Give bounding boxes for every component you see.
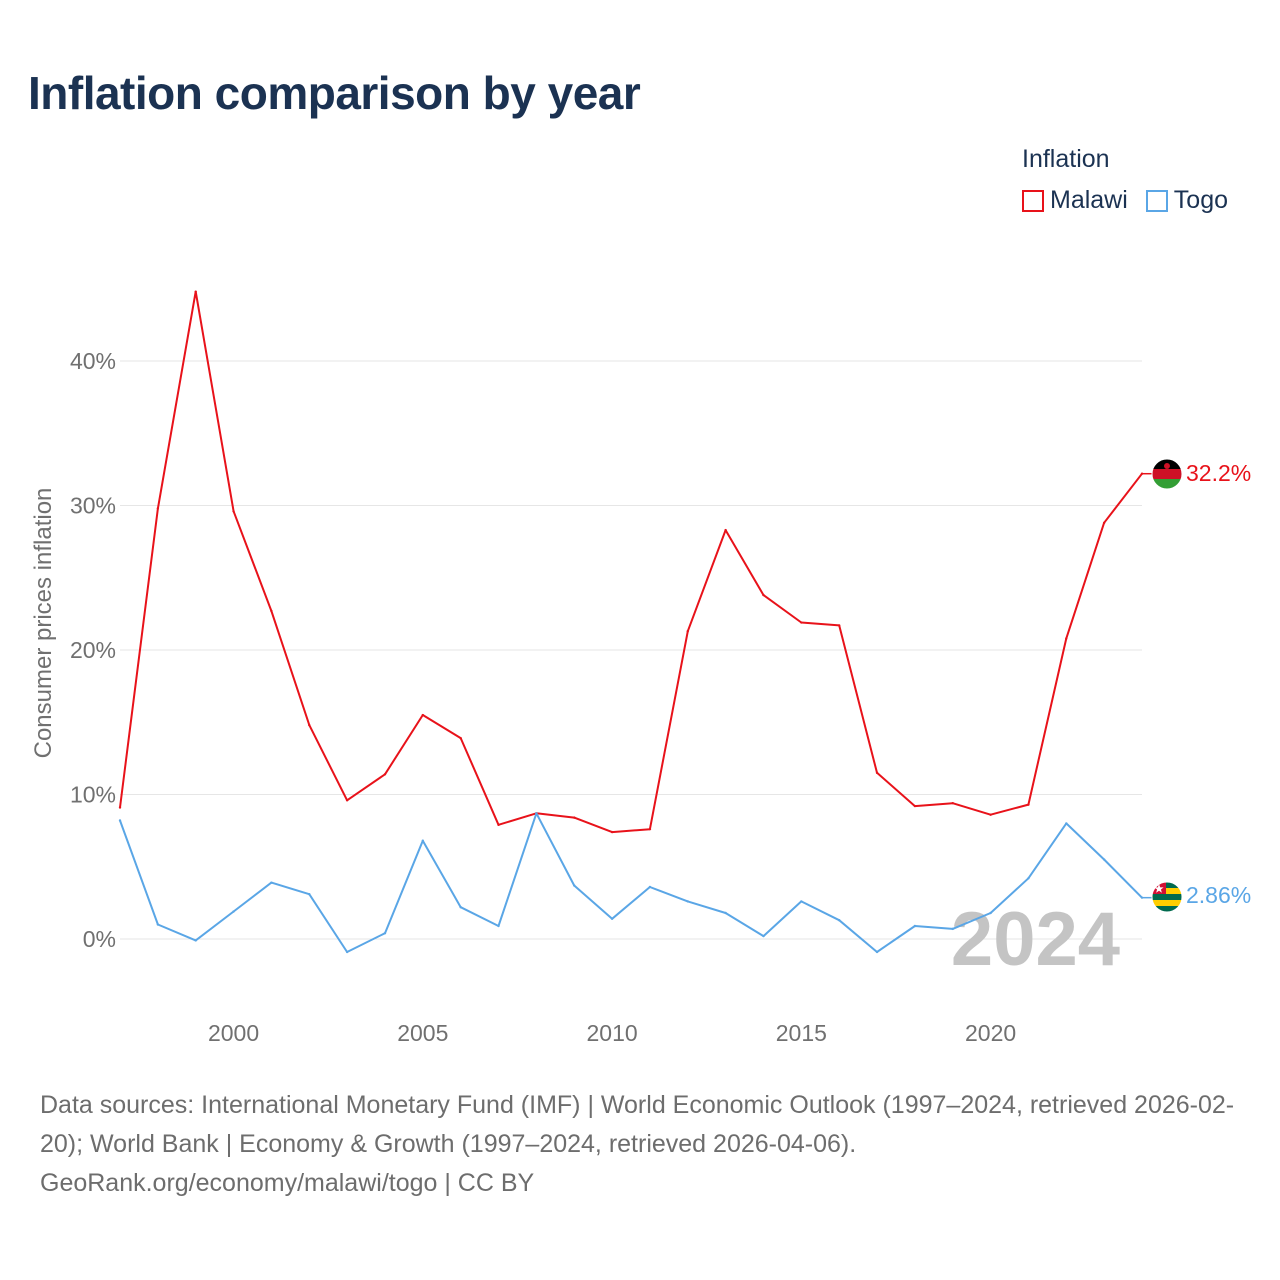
data-point-malawi — [232, 510, 235, 513]
legend: Malawi Togo — [1022, 186, 1228, 215]
data-point-togo — [800, 900, 803, 903]
y-axis-label: Consumer prices inflation — [30, 488, 57, 759]
legend-label-malawi: Malawi — [1050, 186, 1128, 214]
data-point-togo — [421, 839, 425, 842]
data-point-togo — [345, 950, 349, 954]
data-point-malawi — [686, 630, 689, 633]
series-line-togo — [119, 812, 1143, 953]
y-tick-label: 40% — [70, 348, 116, 374]
data-point-malawi — [875, 771, 879, 775]
chart-title: Inflation comparison by year — [28, 67, 641, 119]
x-axis-ticks: 2000 2005 2010 2015 2020 — [208, 1020, 1016, 1046]
data-point-malawi — [724, 528, 727, 532]
sources-link[interactable]: GeoRank.org/economy/malawi/togo | CC BY — [40, 1169, 535, 1197]
legend-title: Inflation — [1022, 145, 1110, 173]
data-point-malawi — [497, 823, 500, 827]
data-point-malawi — [1102, 521, 1106, 525]
data-point-malawi — [1140, 472, 1144, 475]
legend-swatch-togo — [1145, 189, 1168, 212]
data-point-malawi — [383, 773, 387, 776]
data-point-togo — [989, 911, 992, 915]
y-tick-label: 20% — [70, 637, 116, 663]
data-point-togo — [648, 885, 652, 889]
end-label-malawi: 32.2% — [1186, 460, 1251, 486]
end-label-togo: 2.86% — [1186, 882, 1251, 908]
data-point-togo — [232, 910, 235, 913]
legend-item-togo[interactable]: Togo — [1145, 186, 1229, 215]
legend-label-togo: Togo — [1173, 186, 1229, 214]
y-tick-label: 30% — [70, 493, 116, 519]
data-point-malawi — [194, 290, 197, 293]
data-point-togo — [270, 881, 273, 884]
x-tick-label: 2015 — [776, 1020, 827, 1046]
data-point-togo — [837, 919, 841, 922]
data-point-malawi — [421, 713, 425, 717]
x-tick-label: 2005 — [397, 1020, 448, 1046]
legend-swatch-malawi — [1022, 189, 1044, 212]
data-point-togo — [1102, 858, 1106, 861]
legend-item-malawi[interactable]: Malawi — [1022, 186, 1128, 215]
x-tick-label: 2000 — [208, 1020, 259, 1046]
data-sources: Data sources: International Monetary Fun… — [40, 1086, 1250, 1203]
data-point-togo — [459, 906, 462, 909]
data-point-malawi — [1027, 803, 1030, 806]
data-point-malawi — [118, 806, 122, 809]
data-point-togo — [686, 900, 689, 903]
series-line-malawi — [119, 290, 1143, 834]
data-point-togo — [194, 939, 197, 942]
data-point-malawi — [989, 813, 992, 816]
malawi-flag-border — [1151, 458, 1183, 490]
data-point-togo — [913, 924, 917, 928]
data-point-togo — [497, 924, 500, 928]
data-point-malawi — [951, 801, 954, 805]
data-point-togo — [875, 950, 879, 954]
data-point-togo — [610, 917, 614, 920]
data-point-malawi — [345, 799, 349, 802]
data-point-togo — [535, 812, 538, 815]
data-point-togo — [1065, 822, 1068, 825]
data-point-malawi — [308, 723, 311, 727]
x-tick-label: 2010 — [586, 1020, 637, 1046]
data-point-malawi — [270, 609, 273, 613]
data-point-malawi — [648, 827, 652, 831]
data-point-malawi — [800, 621, 803, 624]
data-point-togo — [951, 927, 954, 931]
y-tick-label: 0% — [83, 926, 116, 952]
data-point-togo — [156, 923, 160, 926]
sources-text: Data sources: International Monetary Fun… — [40, 1091, 1235, 1158]
data-point-malawi — [1065, 637, 1068, 640]
togo-flag-border — [1151, 881, 1183, 913]
data-point-togo — [724, 911, 727, 915]
data-point-malawi — [762, 593, 765, 597]
data-point-malawi — [573, 816, 576, 819]
data-point-togo — [573, 884, 576, 887]
malawi-flag-icon — [1152, 459, 1182, 489]
data-point-togo — [383, 932, 387, 935]
data-point-malawi — [610, 830, 614, 834]
grid-lines — [120, 360, 1142, 940]
series-lines — [118, 290, 1152, 954]
data-point-togo — [762, 934, 765, 938]
data-point-togo — [118, 819, 122, 822]
y-axis-ticks: 0% 10% 20% 30% 40% — [70, 348, 116, 952]
x-tick-label: 2020 — [965, 1020, 1016, 1046]
data-point-malawi — [837, 624, 841, 627]
data-point-togo — [1027, 877, 1030, 880]
data-point-togo — [1140, 896, 1144, 899]
data-point-malawi — [156, 507, 160, 510]
year-watermark: 2024 — [951, 897, 1120, 982]
data-point-togo — [308, 893, 311, 896]
y-tick-label: 10% — [70, 782, 116, 808]
data-point-malawi — [913, 804, 917, 808]
data-point-malawi — [459, 736, 462, 740]
